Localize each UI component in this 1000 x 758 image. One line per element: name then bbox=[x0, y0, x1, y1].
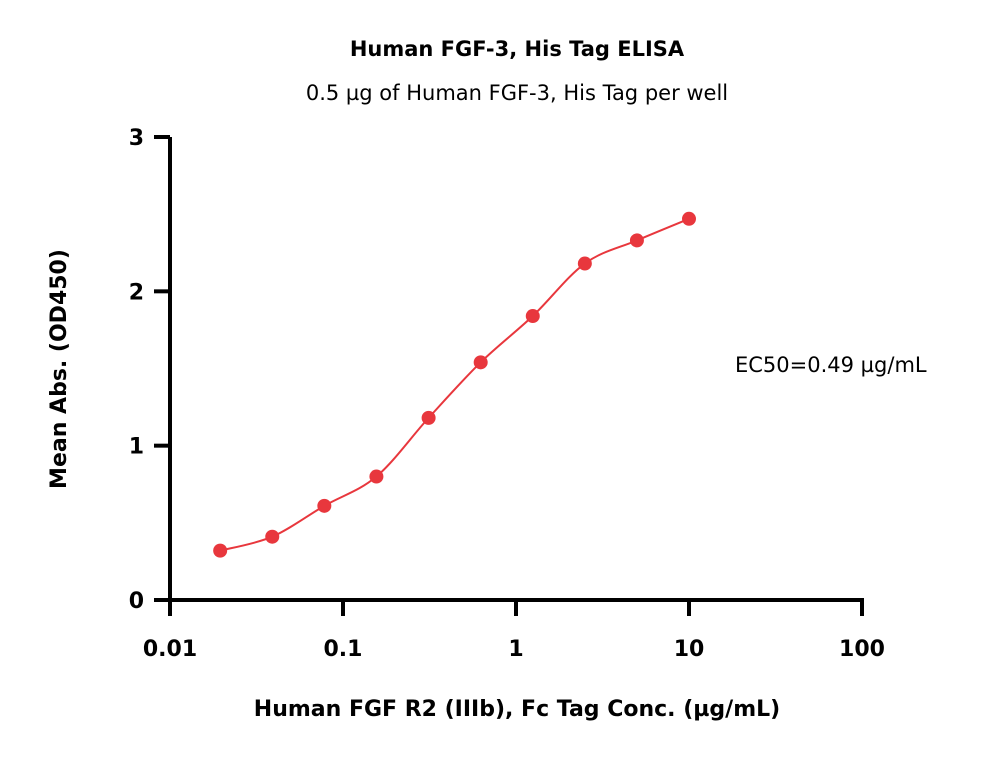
data-point bbox=[369, 469, 384, 484]
x-tick-label: 0.01 bbox=[143, 637, 197, 662]
data-point bbox=[265, 529, 280, 544]
x-tick-label: 0.1 bbox=[324, 637, 363, 662]
data-point bbox=[525, 309, 540, 324]
data-point bbox=[317, 498, 332, 513]
ec50-annotation: EC50=0.49 µg/mL bbox=[735, 353, 927, 377]
data-point bbox=[421, 410, 436, 425]
data-point bbox=[213, 543, 228, 558]
chart-subtitle: 0.5 µg of Human FGF-3, His Tag per well bbox=[306, 81, 728, 105]
y-axis-label: Mean Abs. (OD450) bbox=[47, 249, 72, 489]
y-tick-label: 3 bbox=[129, 126, 144, 151]
data-points bbox=[213, 211, 696, 558]
x-tick-label: 10 bbox=[674, 637, 705, 662]
data-point bbox=[577, 256, 592, 271]
axes: 0.01 0.1 1 10 100 0 1 2 3 bbox=[129, 126, 885, 662]
fit-curve bbox=[219, 217, 690, 552]
y-tick-label: 2 bbox=[129, 280, 144, 305]
y-tick-label: 1 bbox=[129, 435, 144, 460]
x-axis-label: Human FGF R2 (IIIb), Fc Tag Conc. (µg/mL… bbox=[254, 697, 780, 722]
data-point bbox=[629, 233, 644, 248]
data-point bbox=[473, 355, 488, 370]
y-tick-label: 0 bbox=[129, 589, 144, 614]
x-tick-label: 100 bbox=[839, 637, 885, 662]
data-point bbox=[682, 211, 696, 226]
x-tick-label: 1 bbox=[508, 637, 523, 662]
chart-title: Human FGF-3, His Tag ELISA bbox=[350, 37, 685, 61]
